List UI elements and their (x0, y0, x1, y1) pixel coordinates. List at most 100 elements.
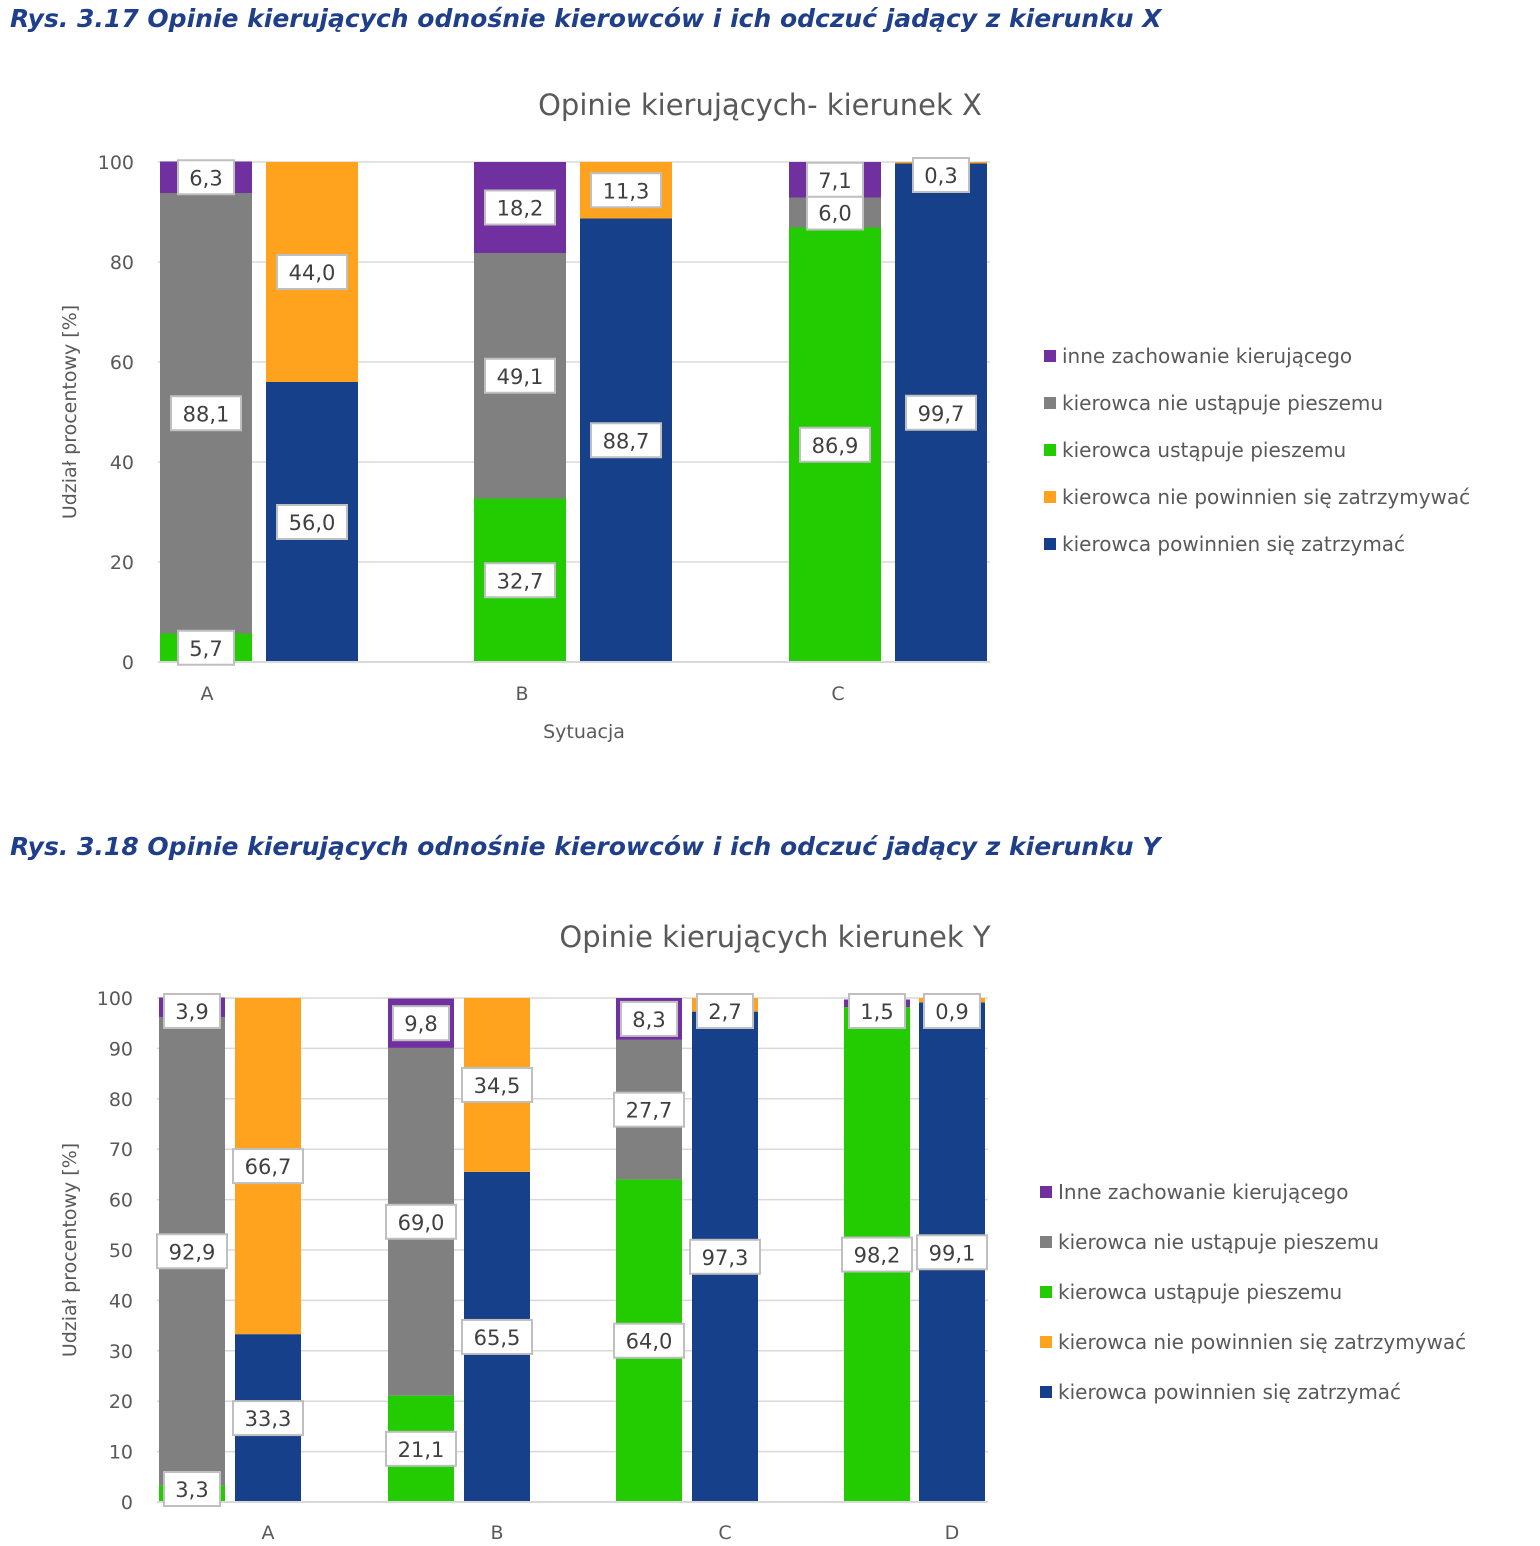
legend-item: Inne zachowanie kierującego (1040, 1180, 1348, 1204)
data-label-box (385, 1203, 457, 1240)
data-label-text: 66,7 (245, 1155, 292, 1179)
data-label: 2,7 (696, 993, 754, 1029)
data-label: 33,3 (232, 1400, 304, 1437)
data-label: 1,5 (848, 993, 906, 1029)
data-label-text: 88,7 (603, 429, 650, 453)
legend-label: kierowca powinnien się zatrzymać (1062, 532, 1405, 556)
data-label: 3,3 (163, 1471, 221, 1507)
data-label: 99,7 (905, 394, 977, 431)
data-label: 18,2 (484, 189, 556, 226)
y-axis-title: Udział procentowy [%] (59, 1143, 81, 1357)
legend-item: kierowca nie ustąpuje pieszemu (1040, 1230, 1379, 1254)
y-tick-label: 90 (109, 1038, 133, 1060)
data-label-box (620, 1000, 678, 1037)
data-label-box (613, 1091, 685, 1128)
data-label-box (916, 1234, 988, 1271)
legend-swatch (1044, 444, 1056, 456)
legend-label: kierowca nie ustąpuje pieszemu (1058, 1230, 1379, 1254)
data-label: 56,0 (276, 504, 348, 540)
data-label-box (689, 1238, 761, 1275)
data-label: 8,3 (620, 1000, 678, 1037)
data-label-box (905, 394, 977, 431)
data-label-text: 8,3 (632, 1008, 665, 1032)
y-tick-label: 50 (109, 1240, 133, 1262)
y-tick-label: 20 (110, 552, 134, 574)
legend-label: inne zachowanie kierującego (1062, 344, 1352, 368)
x-category-label: B (515, 683, 528, 705)
data-label-box (806, 194, 864, 231)
data-label: 88,1 (170, 395, 242, 432)
y-tick-label: 20 (109, 1391, 133, 1413)
legend-swatch (1040, 1386, 1052, 1398)
data-label-text: 0,9 (935, 1000, 968, 1024)
data-label: 6,3 (177, 159, 235, 196)
y-tick-label: 80 (109, 1089, 133, 1111)
legend-item: kierowca ustąpuje pieszemu (1044, 438, 1346, 462)
y-tick-label: 0 (121, 1492, 133, 1514)
legend-item: kierowca powinnien się zatrzymać (1040, 1380, 1401, 1404)
chart-direction-x: Opinie kierujących- kierunek X 0 20 40 60 80 1… (0, 70, 1540, 760)
data-label-text: 0,3 (924, 164, 957, 188)
data-label: 0,9 (923, 993, 981, 1029)
legend-item: kierowca powinnien się zatrzymać (1044, 532, 1405, 556)
data-label-text: 32,7 (497, 569, 544, 593)
chart-direction-y: Opinie kierujących kierunek Y 0 10 20 30 40 50… (0, 905, 1540, 1544)
legend-item: inne zachowanie kierującego (1044, 344, 1352, 368)
legend-label: kierowca ustąpuje pieszemu (1058, 1280, 1342, 1304)
data-label: 27,7 (613, 1091, 685, 1128)
data-label: 11,3 (590, 172, 662, 209)
data-label-box (276, 254, 348, 290)
data-label: 7,1 (806, 161, 864, 198)
data-label: 44,0 (276, 254, 348, 290)
data-label-text: 27,7 (626, 1099, 673, 1123)
data-label-box (461, 1318, 533, 1355)
legend-label: kierowca nie powinnien się zatrzymywać (1058, 1330, 1466, 1354)
figure-caption-x: Rys. 3.17 Opinie kierujących odnośnie ki… (10, 4, 1162, 33)
x-axis-title: Sytuacja (543, 721, 625, 743)
data-label-text: 99,7 (918, 402, 965, 426)
legend-item: kierowca nie powinnien się zatrzymywać (1040, 1330, 1466, 1354)
y-tick-label: 10 (109, 1442, 133, 1464)
data-label-text: 99,1 (929, 1241, 976, 1265)
data-label-text: 6,0 (818, 202, 851, 226)
data-label-box (163, 993, 221, 1029)
data-label-text: 7,1 (818, 169, 851, 193)
data-label: 69,0 (385, 1203, 457, 1240)
data-label-text: 9,8 (404, 1012, 437, 1036)
chart-svg: Opinie kierujących- kierunek X 0 20 40 60 80 1… (59, 88, 1470, 743)
data-label: 21,1 (385, 1430, 457, 1467)
x-category-label: D (945, 1522, 960, 1542)
data-label: 65,5 (461, 1318, 533, 1355)
x-category-label: A (201, 683, 214, 705)
data-label-box (484, 357, 556, 394)
legend-swatch (1044, 491, 1056, 503)
figure-caption-y: Rys. 3.18 Opinie kierujących odnośnie ki… (10, 832, 1161, 861)
data-label: 99,1 (916, 1234, 988, 1271)
data-label-box (156, 1233, 228, 1270)
legend-item: kierowca ustąpuje pieszemu (1040, 1280, 1342, 1304)
y-tick-label: 100 (97, 988, 133, 1010)
data-label-text: 49,1 (497, 365, 544, 389)
data-label-text: 18,2 (497, 197, 544, 221)
data-label: 0,3 (912, 157, 970, 193)
data-label-box (590, 172, 662, 209)
data-label-text: 5,7 (189, 637, 222, 661)
data-label: 5,7 (177, 629, 235, 666)
data-label-box (696, 993, 754, 1029)
data-label-text: 44,0 (289, 261, 336, 285)
data-label-box (923, 993, 981, 1029)
legend-swatch (1040, 1286, 1052, 1298)
data-label: 49,1 (484, 357, 556, 394)
y-tick-label: 40 (110, 452, 134, 474)
y-tick-label: 80 (110, 252, 134, 274)
data-label-text: 2,7 (708, 1000, 741, 1024)
x-category-label: C (831, 683, 844, 705)
data-label-text: 1,5 (860, 1000, 893, 1024)
y-tick-label: 70 (109, 1139, 133, 1161)
data-label-box (590, 422, 662, 459)
legend-swatch (1044, 538, 1056, 550)
x-category-label: C (718, 1522, 731, 1542)
data-label-text: 69,0 (398, 1211, 445, 1235)
data-label-text: 6,3 (189, 166, 222, 190)
data-label: 32,7 (484, 562, 556, 599)
